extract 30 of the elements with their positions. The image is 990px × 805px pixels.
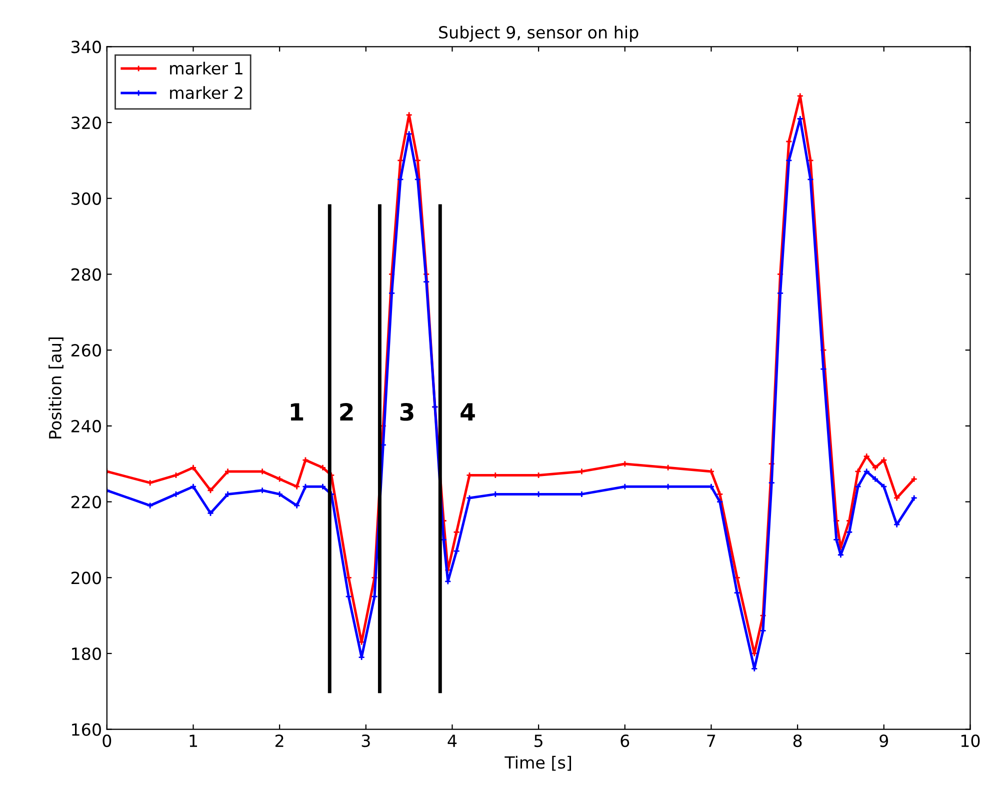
y-tick-label: 340 bbox=[72, 40, 101, 54]
x-tick-label: 10 bbox=[961, 734, 980, 748]
x-tick-label: 8 bbox=[793, 734, 802, 748]
chart-title: Subject 9, sensor on hip bbox=[439, 26, 638, 42]
y-tick-label: 160 bbox=[72, 723, 101, 736]
y-tick-label: 200 bbox=[71, 572, 101, 584]
x-axis-title: Time [s] bbox=[504, 756, 572, 771]
y-tick-label: 180 bbox=[72, 647, 101, 660]
x-tick-label: 9 bbox=[880, 734, 888, 748]
annotation: 2 bbox=[340, 402, 353, 420]
x-tick-label: 0 bbox=[102, 734, 112, 748]
x-tick-label: 5 bbox=[534, 734, 542, 748]
x-tick-label: 3 bbox=[362, 734, 370, 748]
legend-label: marker 2 bbox=[170, 86, 242, 100]
y-tick-label: 280 bbox=[71, 268, 101, 281]
x-tick-label: 4 bbox=[448, 734, 457, 747]
legend-label: marker 1 bbox=[170, 62, 242, 75]
annotation: 3 bbox=[400, 402, 414, 421]
y-tick-label: 260 bbox=[71, 344, 101, 357]
y-axis-title: Position [au] bbox=[48, 337, 64, 438]
x-tick-label: 1 bbox=[190, 734, 198, 747]
y-tick-label: 300 bbox=[72, 192, 101, 205]
x-tick-label: 2 bbox=[275, 734, 284, 747]
y-tick-label: 240 bbox=[71, 420, 101, 433]
annotation: 1 bbox=[290, 403, 304, 420]
x-tick-label: 7 bbox=[707, 734, 716, 747]
annotation: 4 bbox=[460, 403, 475, 420]
y-tick-label: 220 bbox=[71, 496, 101, 508]
y-tick-label: 320 bbox=[72, 116, 101, 130]
x-tick-label: 6 bbox=[620, 734, 630, 748]
